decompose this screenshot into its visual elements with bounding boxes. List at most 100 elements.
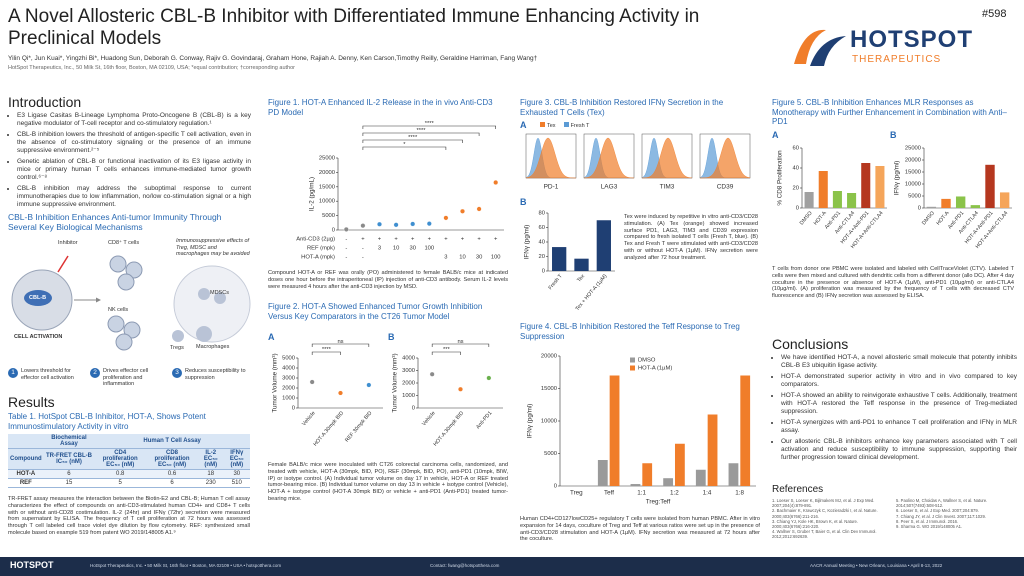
table-row: Compound TR-FRET CBL-B IC₅₀ (nM) CD4 proli… [8, 448, 250, 470]
bar [926, 206, 937, 208]
y-tick-label: 25000 [905, 146, 921, 152]
list-item: Our allosteric CBL-B inhibitors enhance … [781, 438, 1017, 462]
y-tick-label: 20000 [905, 158, 921, 164]
bar [695, 469, 706, 486]
y-tick-label: 0 [554, 484, 557, 490]
histogram-curve [641, 137, 693, 179]
panel-label: A [520, 120, 527, 130]
bar [574, 258, 589, 271]
table-cell: 6 [146, 478, 198, 488]
steps: 1 Lowers threshold for effector cell acti… [8, 368, 252, 394]
y-tick-label: 0 [332, 228, 335, 234]
significance-label: ns [457, 339, 463, 345]
bar [970, 205, 981, 208]
row-value: - [345, 255, 347, 261]
y-tick-label: 10000 [905, 182, 921, 188]
y-tick-label: 15000 [319, 184, 335, 190]
histograms: PD-1 LAG3 TIM3 CD39 [525, 133, 751, 191]
logo-sub: THERAPEUTICS [852, 54, 942, 65]
data-table: Biochemical Assay Human T Cell Assay Comp… [8, 434, 250, 488]
x-tick-label: Fresh T [548, 273, 565, 291]
step-number: 1 [8, 368, 18, 378]
histogram-label: PD-1 [544, 184, 559, 191]
table-cell: 6 [43, 469, 95, 479]
panel-label: B [388, 332, 395, 342]
figure-5b-chart: 0 5000 10000 15000 20000 25000 IFNγ (pg/ml) DMS… [894, 146, 1012, 250]
bar [861, 163, 871, 208]
row-value: + [477, 237, 481, 243]
bar [707, 414, 718, 486]
table-header: Compound [8, 448, 44, 470]
x-tick-label: Teff [604, 490, 614, 497]
bar [847, 193, 857, 208]
x-tick-label: Treg [570, 490, 583, 497]
dot [366, 382, 372, 388]
row-label: Anti-CD3 (2µg) [296, 237, 335, 243]
bar [818, 171, 828, 208]
table-cell [8, 434, 44, 449]
dot [393, 222, 399, 228]
legend: Tex Fresh T [540, 122, 589, 129]
x-tick-label: 1:1 [637, 490, 646, 497]
x-tick-label: HOT-A 30mpk BID [433, 410, 466, 447]
significance-bracket [311, 351, 341, 355]
dot [337, 390, 343, 396]
list-item: 8. Peer S, et al. J Immunol. 2016. [896, 518, 959, 524]
row-label: HOT-A (mpk) [301, 255, 335, 261]
intro-bullets: E3 Ligase Casitas B-Lineage Lymphoma Pro… [8, 112, 251, 212]
diagram-label: Inhibitor [58, 240, 78, 246]
significance-bracket [362, 132, 480, 136]
x-axis-label: Treg:Teff [646, 499, 671, 506]
step-number: 2 [90, 368, 100, 378]
heading: Results [8, 394, 55, 410]
bar [832, 191, 842, 208]
bar [642, 463, 653, 486]
row-value: + [444, 237, 448, 243]
diagram-label: CD8⁺ T cells [108, 240, 140, 246]
x-tick-label: DMSO [921, 210, 936, 226]
list-item: Genetic ablation of CBL-B or functional … [17, 158, 251, 182]
bar [941, 198, 951, 208]
y-tick-label: 4000 [402, 356, 415, 362]
row-value: 3 [444, 255, 447, 261]
y-tick-label: 20 [793, 186, 799, 192]
table-header: IL-2 EC₅₀ (nM) [197, 448, 224, 470]
caption: Compound HOT-A or REF was orally (PO) ad… [268, 270, 508, 290]
x-tick-label: Vehicle [421, 410, 437, 427]
legend-label: Fresh T [570, 123, 590, 129]
list-item: 7. Chiang JY, et al. J Clin Invest. 2007… [896, 513, 986, 519]
y-tick-label: 2000 [402, 381, 415, 387]
y-tick-label: 4000 [282, 366, 295, 372]
conclusion-bullets: We have identified HOT-A, a novel allost… [772, 354, 1017, 465]
y-tick-label: 15000 [905, 170, 921, 176]
list-item: HOT-A synergizes with anti-PD1 to enhanc… [781, 419, 1017, 435]
heading: Introduction [8, 94, 82, 110]
y-tick-label: 20000 [541, 354, 557, 360]
y-tick-label: 20 [539, 254, 545, 260]
row-value: + [394, 237, 398, 243]
bar [663, 478, 674, 486]
significance-label: ns [337, 339, 343, 345]
y-tick-label: 0 [292, 406, 295, 412]
caption: Human CD4+CD127lowCD25+ regulatory T cel… [520, 516, 760, 543]
y-axis-label: IL-2 (pg/mL) [309, 177, 316, 211]
bar [999, 192, 1010, 208]
footer-text: HotSpot Therapeutics, Inc. • 50 Milk St,… [90, 563, 282, 568]
table-row: REF 15 5 6 230 510 [8, 478, 250, 488]
significance-label: * [403, 142, 406, 148]
significance-bracket [362, 139, 463, 143]
row-value: - [345, 246, 347, 252]
histogram-curve [525, 137, 577, 179]
row-label: REF (mpk) [307, 246, 335, 252]
legend-label: Tex [547, 123, 556, 129]
footer-logo: HOTSPOT [10, 560, 54, 570]
legend-item: Tex [540, 122, 556, 129]
dot [486, 375, 492, 381]
bar [674, 443, 685, 486]
bar [630, 484, 641, 486]
y-tick-label: 0 [542, 269, 545, 275]
y-tick-label: 5000 [544, 451, 557, 457]
histogram-curve [583, 137, 635, 179]
